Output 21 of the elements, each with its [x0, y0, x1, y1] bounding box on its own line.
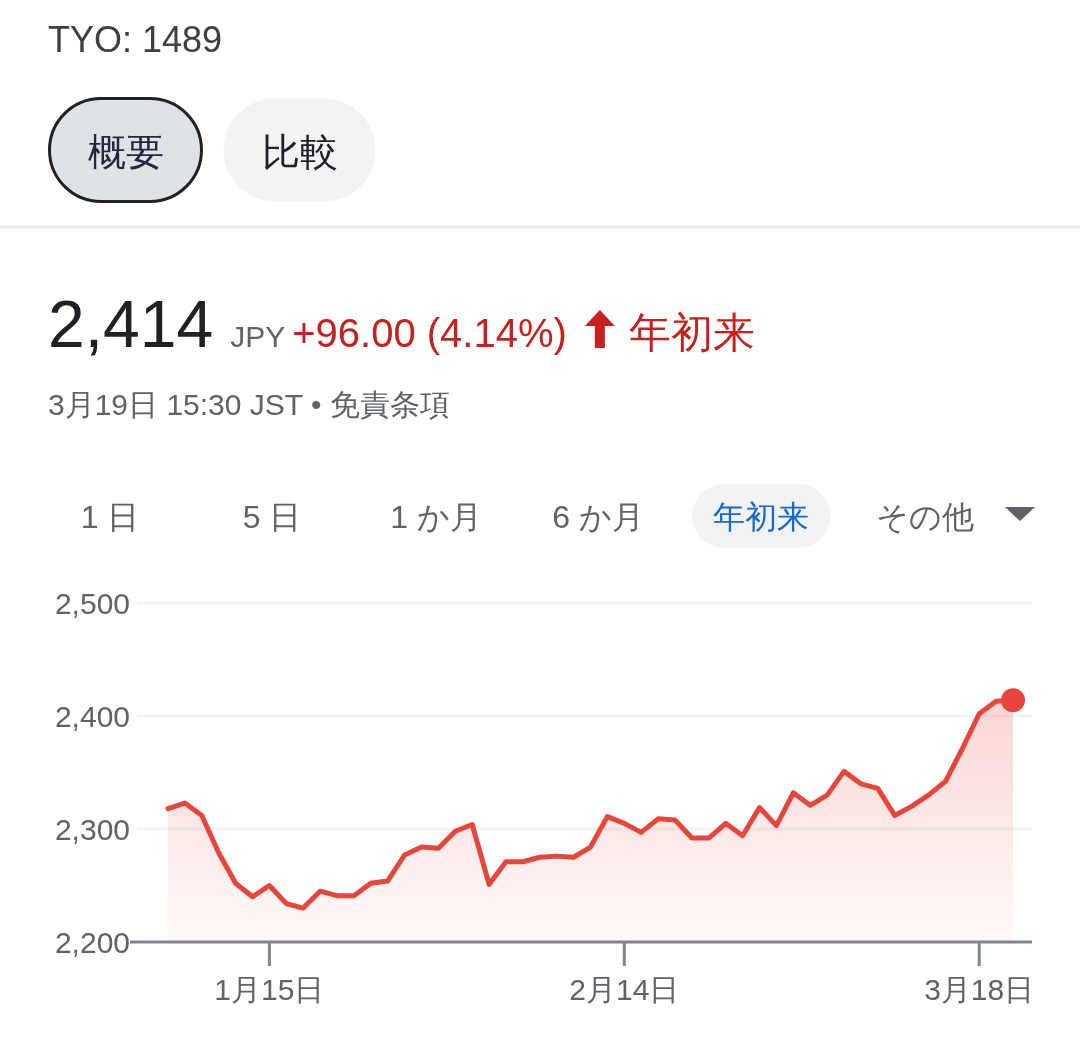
tab-label: 5 日: [242, 499, 302, 535]
text: 年初来: [628, 309, 755, 356]
text: +96.00 (4.14%): [292, 311, 567, 355]
y-tick-label: 2,500: [54, 587, 130, 620]
tab-label: 6 か月: [552, 499, 644, 535]
y-tick-label: 2,300: [54, 813, 130, 846]
x-tick-label: 1月15日: [214, 973, 325, 1006]
x-tick-label: 2月14日: [569, 973, 680, 1006]
x-tick-label: 3月18日: [924, 973, 1035, 1006]
y-tick-label: 2,200: [54, 926, 130, 959]
text: 3月19日 15:30 JST • 免責条項: [48, 388, 450, 421]
button: 比較: [223, 98, 376, 202]
title: TYO: 1489: [48, 19, 223, 60]
y-tick-label: 2,400: [54, 700, 130, 733]
button: 概要: [48, 97, 203, 203]
tab-label: 1 か月: [390, 499, 482, 535]
text: JPY: [230, 320, 286, 353]
tab: 年初来: [692, 484, 830, 548]
tab-label: その他: [876, 499, 974, 535]
tab-label: 1 日: [80, 499, 140, 535]
text: 2,414: [48, 287, 214, 361]
